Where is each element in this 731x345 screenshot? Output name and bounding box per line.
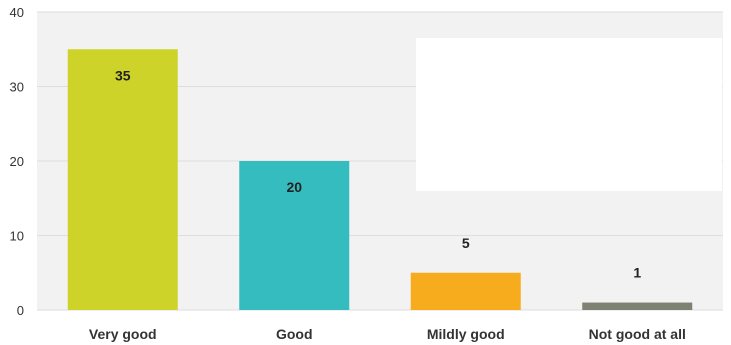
bar: [582, 302, 693, 310]
x-axis-labels: Very good Good Mildly good Not good at all: [89, 326, 686, 342]
y-tick-label: 20: [10, 154, 24, 169]
bar-value-label: 1: [633, 265, 641, 281]
y-tick-label: 10: [10, 229, 24, 244]
y-axis-ticks: 0 10 20 30 40: [10, 5, 24, 318]
blank-overlay-panel: [416, 38, 722, 191]
bars: [67, 49, 693, 310]
bar-value-label: 35: [115, 67, 131, 83]
bar-value-label: 20: [286, 179, 302, 195]
value-labels: 35 20 5 1: [115, 67, 641, 280]
bar-value-label: 5: [462, 235, 470, 251]
x-category-label: Good: [276, 326, 313, 342]
bar: [67, 49, 178, 310]
x-category-label: Very good: [89, 326, 157, 342]
bar: [239, 161, 350, 310]
y-tick-label: 0: [17, 303, 24, 318]
bar: [410, 272, 521, 310]
y-tick-label: 40: [10, 5, 24, 20]
y-tick-label: 30: [10, 80, 24, 95]
x-category-label: Not good at all: [589, 326, 686, 342]
x-category-label: Mildly good: [427, 326, 505, 342]
